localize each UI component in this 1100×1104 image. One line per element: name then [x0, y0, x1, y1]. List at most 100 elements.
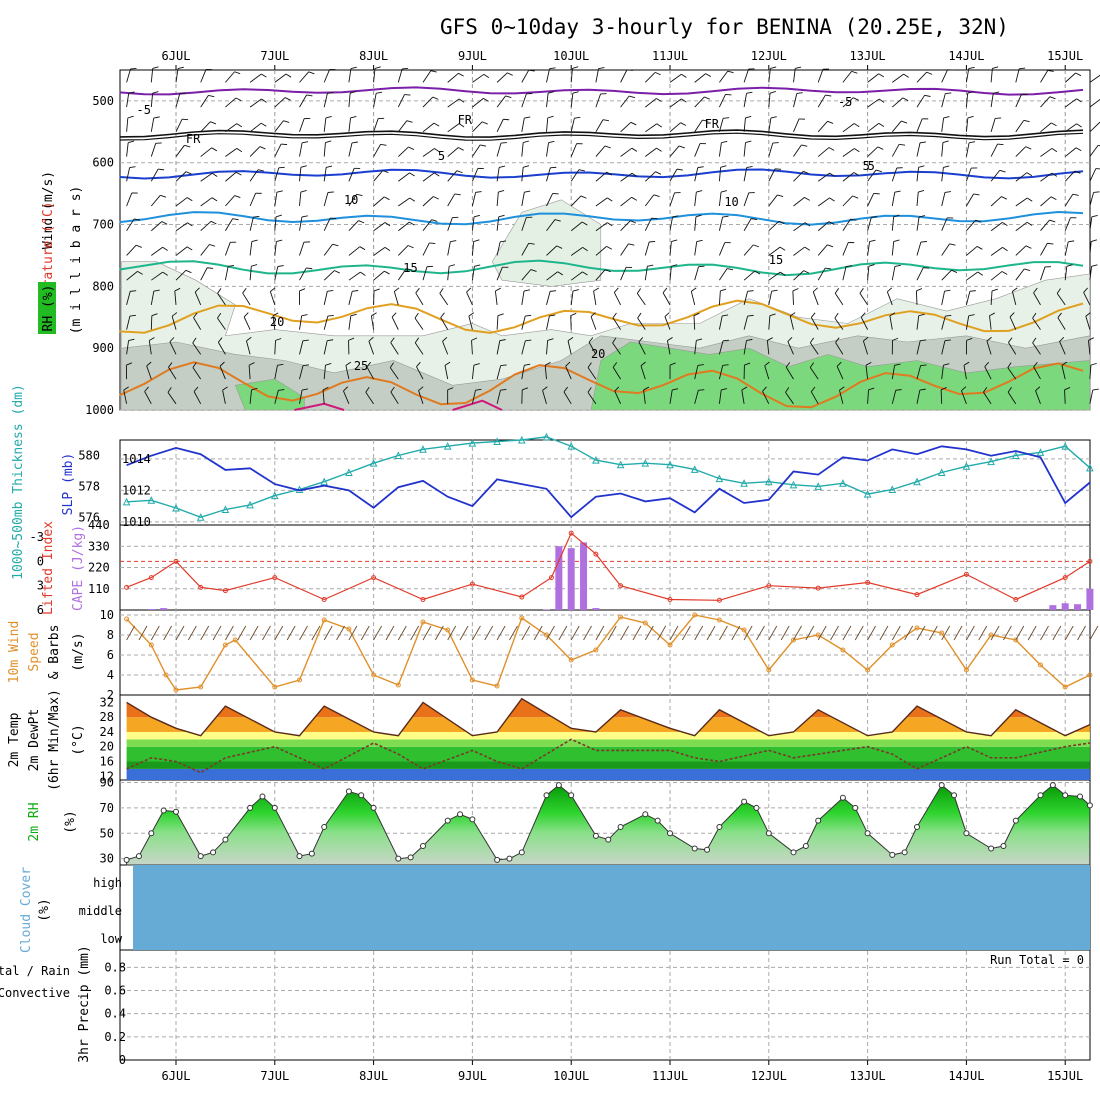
wind-barb-flag — [795, 67, 801, 68]
day-label-top: 9JUL — [458, 49, 487, 63]
wind10-barb — [1078, 626, 1086, 640]
run-total: Run Total = 0 — [990, 953, 1084, 967]
wind-barb-flag — [969, 67, 975, 68]
ylabel-precip-total: Total / Rain — [0, 964, 70, 978]
wind-barb-flag — [375, 67, 381, 69]
wind-barb-flag — [1091, 363, 1097, 365]
wind10-barb — [979, 626, 987, 640]
wind10-barb — [1041, 626, 1049, 640]
wind-barb — [941, 390, 942, 404]
ylabel-lifted-index: Lifted Index — [41, 521, 56, 615]
wind10-barb — [374, 626, 382, 640]
cloud-level-label: low — [100, 932, 122, 946]
wind-barb-flag — [775, 169, 781, 170]
ylabel-temp2m-1: 2m Temp — [7, 712, 22, 767]
wind-barb — [916, 291, 917, 305]
rh2m-marker — [939, 783, 944, 788]
wind10-barb — [485, 626, 493, 640]
wind10-barb — [250, 626, 258, 640]
rh2m-marker — [1078, 794, 1083, 799]
cloud-cover-fill — [133, 865, 1090, 950]
precip-tick: 0.6 — [104, 984, 126, 998]
contour-label: FR — [705, 117, 720, 131]
temp2m-tick: 24 — [100, 725, 114, 739]
wind10-barb — [361, 626, 369, 640]
wind-barb-flag — [328, 192, 334, 193]
day-label-bottom: 10JUL — [553, 1069, 589, 1083]
rh2m-marker — [717, 824, 722, 829]
wind10-barb — [324, 626, 332, 640]
wind10-barb — [732, 626, 740, 640]
rh2m-marker — [359, 793, 364, 798]
wind10-tick: 4 — [107, 668, 114, 682]
wind10-barb — [843, 626, 851, 640]
day-label-bottom: 12JUL — [751, 1069, 787, 1083]
thickness-tick: 578 — [78, 479, 100, 493]
wind-barb — [1090, 145, 1098, 156]
lifted-index-line — [127, 533, 1090, 600]
wind10-barb — [633, 626, 641, 640]
precip-tick: 0 — [119, 1053, 126, 1067]
cape-bar — [592, 608, 599, 610]
wind10-barb — [1016, 626, 1024, 640]
rh2m-marker — [865, 831, 870, 836]
day-label-top: 8JUL — [359, 49, 388, 63]
contour-label: FR — [458, 113, 473, 127]
wind10-barb — [756, 626, 764, 640]
rh2m-marker — [211, 850, 216, 855]
wind10-barb — [1090, 626, 1098, 640]
contour-label: 15 — [769, 253, 783, 267]
wind10-barb — [522, 626, 530, 640]
wind10-barb — [201, 626, 209, 640]
wind10-barb — [559, 626, 567, 640]
slp-tick: 1014 — [122, 452, 151, 466]
wind-barb-flag — [1092, 215, 1098, 216]
rh2m-marker — [655, 818, 660, 823]
wind-barb-flag — [550, 68, 556, 69]
wind-barb-flag — [998, 144, 1004, 145]
rh2m-marker — [1013, 818, 1018, 823]
contour-label: 5 — [438, 149, 445, 163]
wind-barb — [1065, 390, 1066, 404]
temp-band — [120, 769, 1090, 780]
wind-barb-flag — [180, 93, 186, 94]
ylabel-wind10-1: 10m Wind — [7, 621, 22, 684]
wind10-barb — [781, 626, 789, 640]
rh2m-marker — [853, 805, 858, 810]
day-label-top: 11JUL — [652, 49, 688, 63]
wind-barb-flag — [1093, 389, 1099, 390]
cape-bar — [1086, 589, 1093, 610]
cape-bar — [580, 542, 587, 610]
wind-barb-flag — [921, 241, 927, 242]
wind-barb-flag — [1092, 265, 1098, 266]
cape-tick: 220 — [88, 561, 110, 575]
wind-barb — [151, 316, 152, 330]
wind10-barb — [435, 626, 443, 640]
rh2m-marker — [371, 805, 376, 810]
cape-bar — [160, 608, 167, 610]
wind-barb-flag — [649, 241, 655, 242]
cloud-level-label: middle — [79, 904, 122, 918]
wind10-barb — [1028, 626, 1036, 640]
temp-band — [120, 732, 1090, 739]
rh2m-marker — [593, 833, 598, 838]
wind-barb-flag — [652, 218, 658, 219]
temp-band — [120, 747, 1090, 762]
wind10-barb — [238, 626, 246, 640]
wind10-barb — [831, 626, 839, 640]
rh2m-marker — [989, 846, 994, 851]
wind-barb-flag — [404, 95, 410, 96]
wind-barb-flag — [503, 119, 509, 120]
wind10-barb — [596, 626, 604, 640]
wind-barb-flag — [1091, 240, 1097, 242]
rh2m-marker — [643, 812, 648, 817]
ylabel-rh2m-unit: (%) — [63, 810, 78, 833]
wind10-barb — [769, 626, 777, 640]
wind10-barb — [472, 626, 480, 640]
rh2m-marker — [297, 854, 302, 859]
cape-bar — [568, 548, 575, 610]
rh2m-marker — [1038, 793, 1043, 798]
wind10-barb — [954, 626, 962, 640]
rh2m-marker — [198, 854, 203, 859]
